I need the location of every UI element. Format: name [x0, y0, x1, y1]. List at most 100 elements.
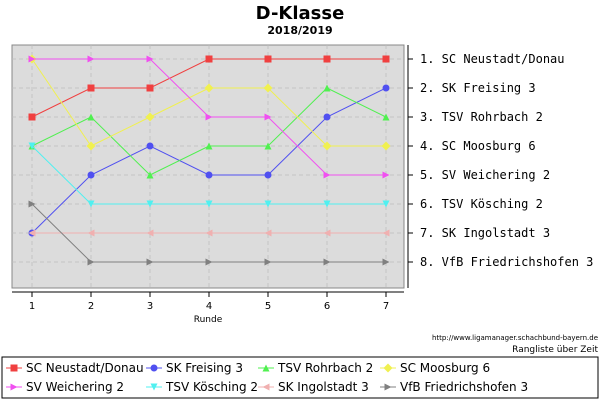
data-point — [323, 55, 331, 63]
rank-label: 3. TSV Rohrbach 2 — [420, 110, 543, 124]
legend-label: SV Weichering 2 — [26, 380, 124, 394]
x-axis-label: Runde — [194, 315, 223, 325]
data-point — [264, 229, 272, 237]
x-tick-label: 5 — [265, 301, 271, 312]
data-point — [28, 55, 36, 63]
data-point — [205, 200, 213, 208]
data-point — [87, 171, 95, 179]
legend-marker — [262, 383, 270, 391]
x-tick-label: 6 — [324, 301, 330, 312]
series-2 — [28, 84, 390, 237]
data-point — [146, 142, 154, 150]
data-point — [205, 142, 213, 150]
legend-label: VfB Friedrichshofen 3 — [400, 380, 528, 394]
legend: SC Neustadt/Donau SK Freising 3 TSV Rohrba… — [6, 361, 528, 394]
data-point — [382, 55, 390, 63]
legend-label: SC Moosburg 6 — [400, 361, 490, 375]
data-point — [146, 258, 154, 266]
legend-marker — [383, 363, 393, 373]
data-point — [87, 200, 95, 208]
rank-label: 7. SK Ingolstadt 3 — [420, 226, 550, 240]
source-url: http://www.ligamanager.schachbund-bayern… — [432, 334, 598, 342]
rank-label: 1. SC Neustadt/Donau — [420, 52, 565, 66]
data-point — [86, 141, 96, 151]
series-1 — [28, 55, 390, 121]
series-8 — [28, 200, 390, 266]
legend-item: SK Freising 3 — [146, 361, 243, 375]
legend-marker — [10, 383, 18, 391]
data-point — [28, 113, 36, 121]
data-point — [145, 112, 155, 122]
legend-label: SK Ingolstadt 3 — [278, 380, 369, 394]
rank-label: 4. SC Moosburg 6 — [420, 139, 536, 153]
legend-marker — [384, 383, 392, 391]
data-point — [264, 200, 272, 208]
data-point — [205, 55, 213, 63]
legend-label: TSV Rohrbach 2 — [277, 361, 373, 375]
legend-label: SK Freising 3 — [166, 361, 243, 375]
plot-area — [11, 44, 405, 289]
data-point — [204, 83, 214, 93]
legend-item: TSV Rohrbach 2 — [258, 361, 373, 375]
rank-labels: 1. SC Neustadt/Donau 2. SK Freising 3 3. T… — [420, 52, 593, 269]
legend-item: TSV Kösching 2 — [146, 380, 258, 394]
axes: 1 2 3 4 5 6 7 — [12, 45, 413, 312]
chart-caption: Rangliste über Zeit — [512, 345, 598, 355]
data-point — [264, 113, 272, 121]
data-point — [322, 141, 332, 151]
series-4 — [27, 54, 391, 151]
data-point — [382, 84, 390, 92]
legend-marker — [150, 383, 158, 391]
data-point — [381, 141, 391, 151]
legend-label: TSV Kösching 2 — [165, 380, 258, 394]
data-point — [205, 258, 213, 266]
data-point — [28, 200, 36, 208]
data-point — [28, 229, 36, 237]
legend-item: SC Neustadt/Donau — [6, 361, 144, 375]
x-tick-label: 3 — [147, 301, 153, 312]
legend-item: SK Ingolstadt 3 — [258, 380, 369, 394]
chart-subtitle: 2018/2019 — [267, 24, 332, 37]
series-7 — [28, 229, 390, 237]
data-point — [146, 84, 154, 92]
data-point — [87, 84, 95, 92]
series-5 — [28, 55, 390, 179]
data-point — [87, 229, 95, 237]
data-point — [87, 55, 95, 63]
legend-item: SC Moosburg 6 — [380, 361, 490, 375]
x-tick-label: 1 — [29, 301, 35, 312]
rank-label: 8. VfB Friedrichshofen 3 — [420, 255, 593, 269]
data-point — [205, 171, 213, 179]
data-point — [146, 229, 154, 237]
legend-box — [1, 356, 599, 399]
legend-marker — [150, 364, 158, 372]
rank-label: 5. SV Weichering 2 — [420, 168, 550, 182]
data-point — [323, 258, 331, 266]
data-point — [87, 113, 95, 121]
data-point — [264, 55, 272, 63]
data-point — [264, 142, 272, 150]
data-point — [263, 83, 273, 93]
data-point — [382, 171, 390, 179]
data-point — [264, 171, 272, 179]
series-layer — [27, 54, 391, 266]
chart-title: D-Klasse — [256, 3, 345, 24]
data-point — [205, 229, 213, 237]
data-point — [87, 258, 95, 266]
data-point — [323, 171, 331, 179]
x-tick-label: 7 — [383, 301, 389, 312]
x-tick-label: 2 — [88, 301, 94, 312]
data-point — [264, 258, 272, 266]
data-point — [323, 229, 331, 237]
data-point — [205, 113, 213, 121]
data-point — [323, 200, 331, 208]
legend-label: SC Neustadt/Donau — [26, 361, 144, 375]
rank-label: 6. TSV Kösching 2 — [420, 197, 543, 211]
data-point — [323, 84, 331, 92]
rank-label: 2. SK Freising 3 — [420, 81, 536, 95]
legend-item: SV Weichering 2 — [6, 380, 124, 394]
legend-item: VfB Friedrichshofen 3 — [380, 380, 528, 394]
data-point — [146, 200, 154, 208]
data-point — [146, 171, 154, 179]
